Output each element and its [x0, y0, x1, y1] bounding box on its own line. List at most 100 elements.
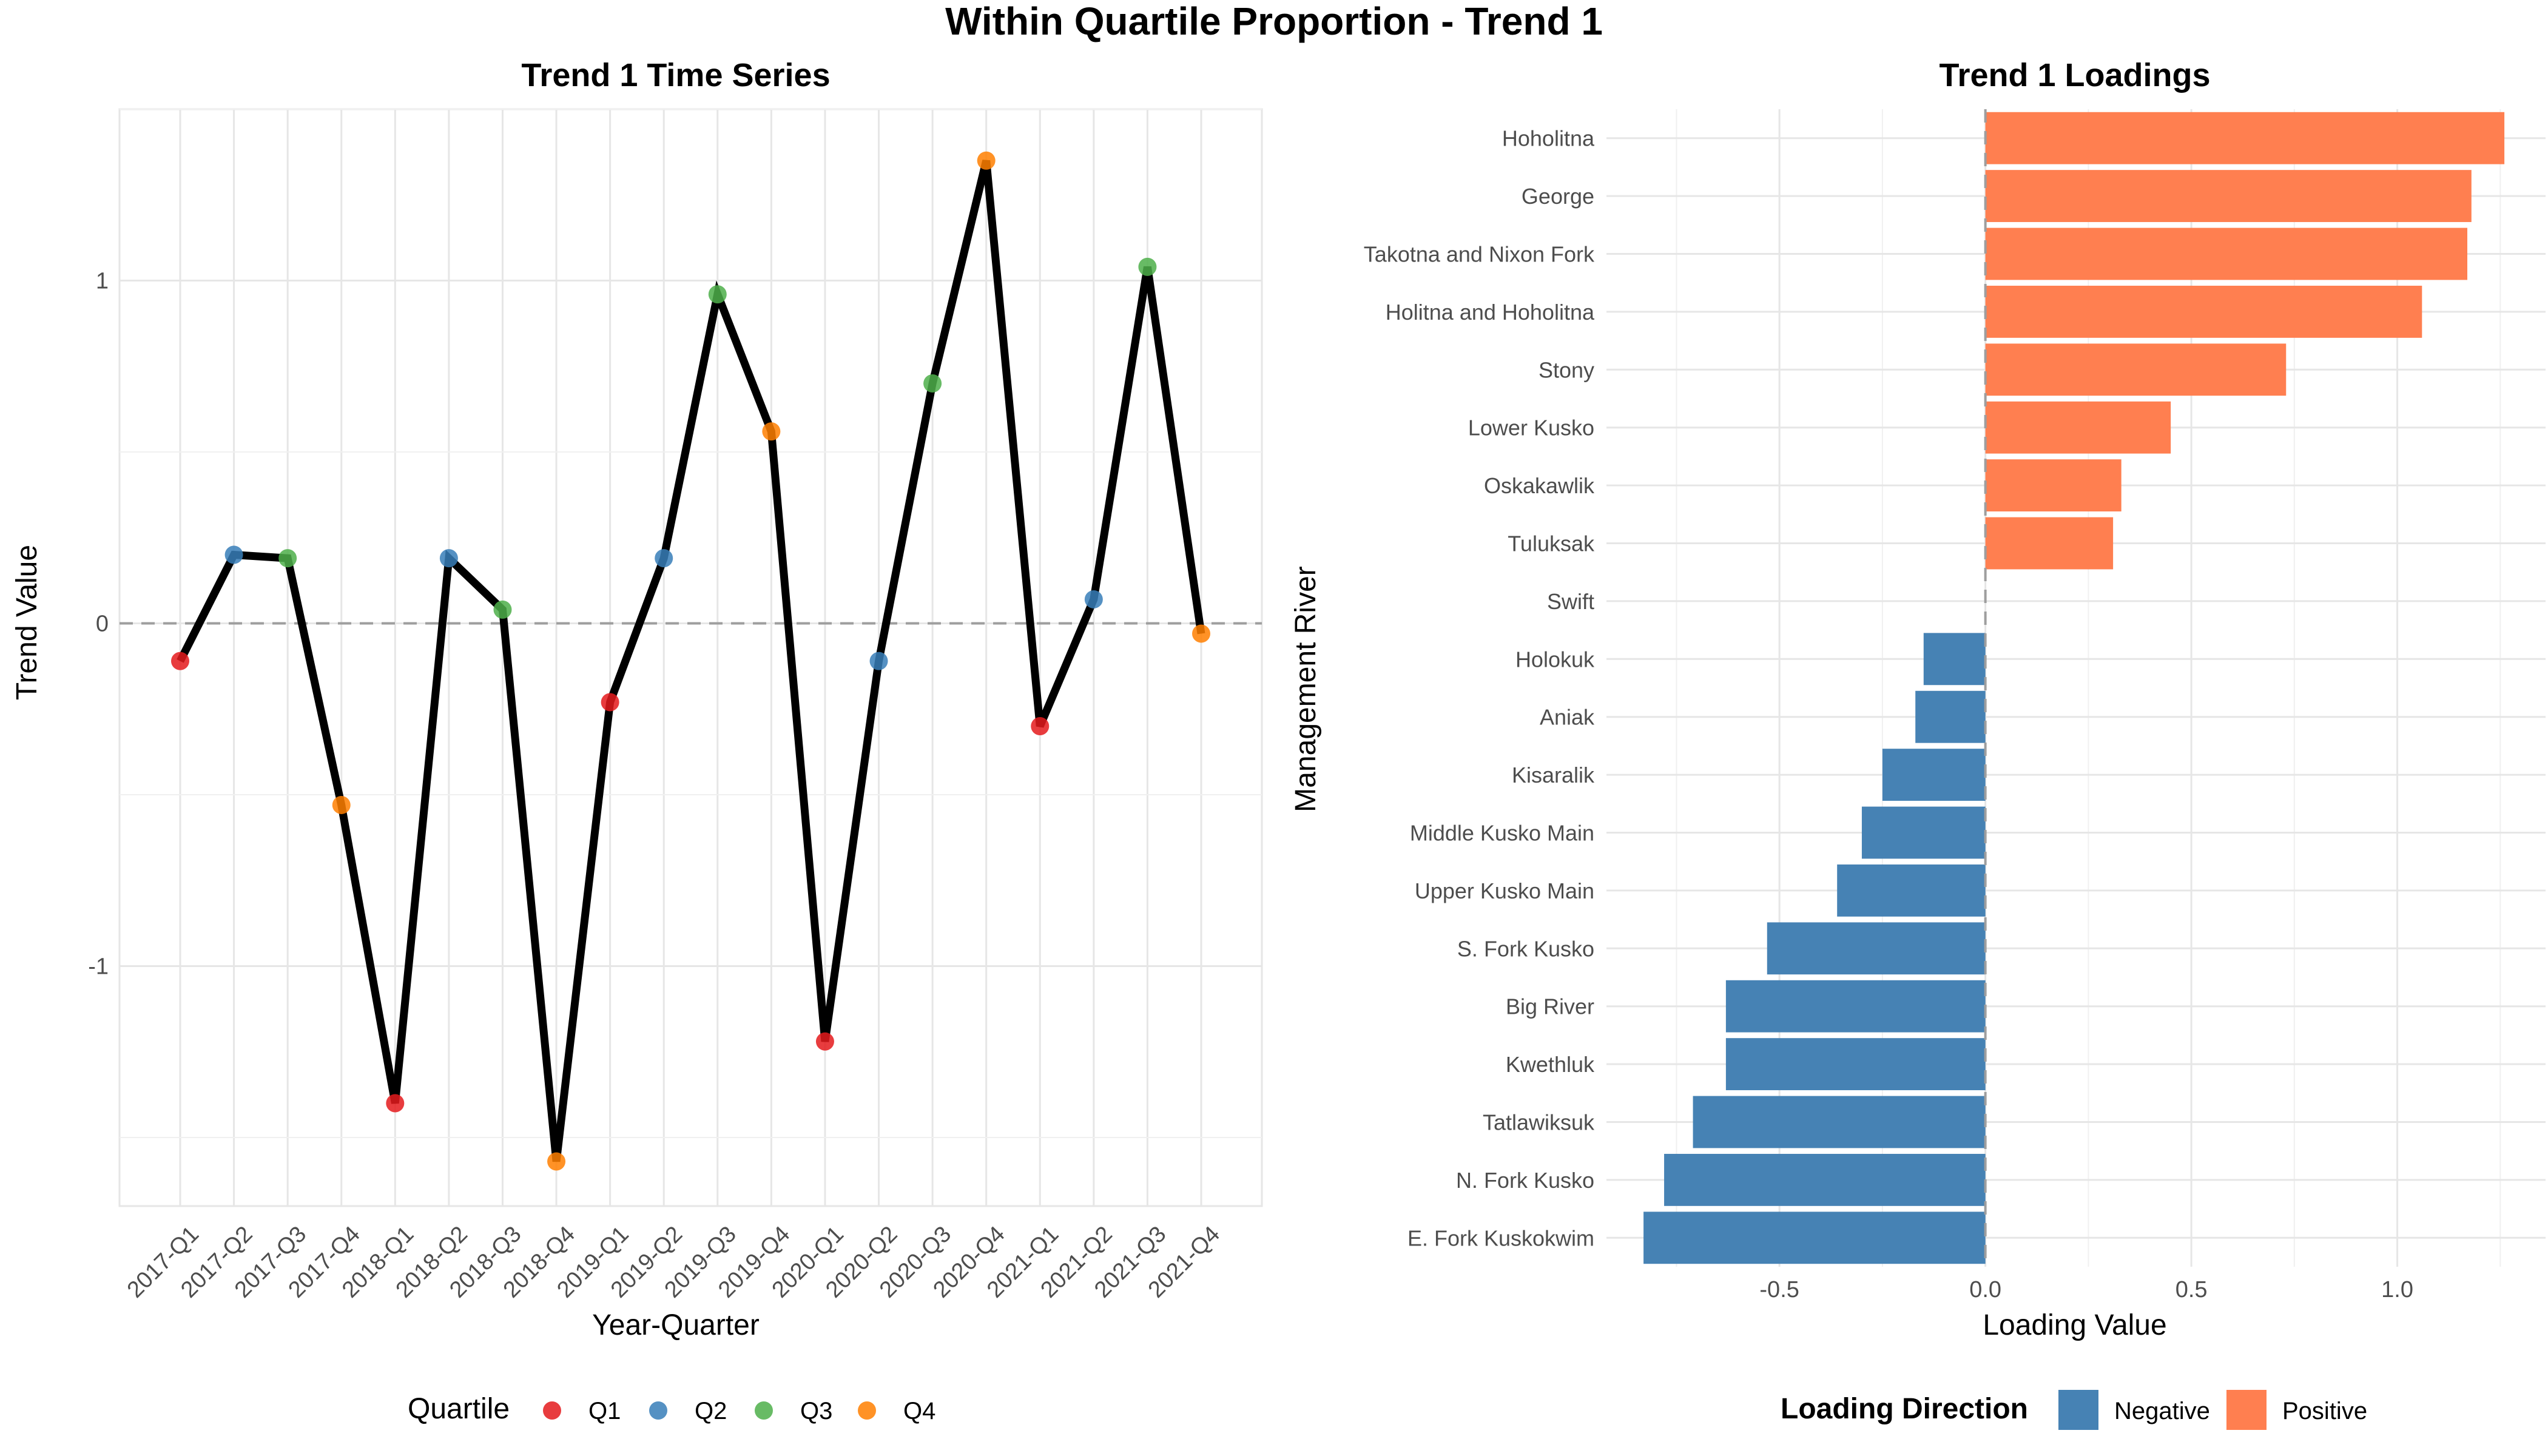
data-point-2018-q1-q1 [386, 1094, 405, 1113]
trend-line [177, 160, 1205, 1162]
data-point-2020-q4-q4 [977, 151, 996, 170]
bar-aniak [1915, 690, 1986, 743]
y-tick-label: E. Fork Kuskokwim [1407, 1225, 1594, 1250]
bar-holokuk [1923, 633, 1986, 686]
data-point-2017-q1-q1 [171, 652, 189, 670]
legend-label-positive: Positive [2282, 1398, 2367, 1424]
legend-label-q2: Q2 [695, 1398, 727, 1424]
data-point-2021-q3-q3 [1138, 257, 1157, 276]
bar-kisaralik [1882, 749, 1986, 801]
y-tick-label: Upper Kusko Main [1415, 878, 1594, 903]
loadings-chart: Trend 1 Loadings Hoholitna George Takotna … [1290, 57, 2546, 1430]
bar-upper-kusko-main [1837, 864, 1986, 917]
bar-tuluksak [1985, 517, 2114, 570]
legend-key-q4 [858, 1401, 876, 1420]
loadings-title: Trend 1 Loadings [1939, 57, 2210, 93]
y-tick-label: S. Fork Kusko [1457, 936, 1594, 961]
legend-label-q4: Q4 [903, 1398, 935, 1424]
time-series-x-ticks: 2017-Q12017-Q22017-Q32017-Q42018-Q12018-… [123, 1221, 1225, 1303]
loading-direction-legend: Loading Direction Negative Positive [1781, 1390, 2367, 1430]
time-series-points [171, 151, 1210, 1171]
bar-oskakawlik [1985, 459, 2122, 512]
time-series-x-axis-label: Year-Quarter [592, 1309, 760, 1341]
bar-stony [1985, 343, 2287, 396]
y-tick-label: Kisaralik [1512, 763, 1595, 787]
bar-s-fork-kusko [1767, 922, 1986, 975]
y-tick-label: Holitna and Hoholitna [1386, 300, 1595, 325]
legend-key-q1 [543, 1401, 561, 1420]
legend-key-negative [2058, 1390, 2098, 1430]
data-point-2017-q4-q4 [332, 795, 351, 814]
time-series-y-axis-label: Trend Value [11, 545, 43, 700]
y-tick-label: Aniak [1540, 705, 1595, 730]
y-tick-label: Kwethluk [1506, 1052, 1595, 1077]
bar-lower-kusko [1985, 401, 2171, 454]
bar-hoholitna [1985, 112, 2505, 164]
legend-label-negative: Negative [2114, 1398, 2210, 1424]
bar-middle-kusko-main [1861, 806, 1986, 859]
data-point-2019-q3-q3 [708, 285, 727, 304]
y-tick-label: Holokuk [1515, 647, 1595, 672]
quartile-legend-title: Quartile [408, 1393, 510, 1425]
data-point-2021-q4-q4 [1192, 624, 1210, 643]
data-point-2019-q1-q1 [601, 693, 619, 712]
data-point-2020-q1-q1 [815, 1032, 834, 1051]
loadings-x-ticks: -0.5 0.0 0.5 1.0 [1759, 1277, 2413, 1303]
time-series-chart: Trend 1 Time Series -1 0 1 2017-Q12017-Q22… [11, 57, 1263, 1425]
y-tick-label: Stony [1539, 357, 1594, 382]
y-tick-label: Oskakawlik [1484, 473, 1595, 498]
y-tick-label: Swift [1547, 589, 1594, 614]
bar-holitna-and-hoholitna [1985, 285, 2422, 338]
bar-n-fork-kusko [1664, 1153, 1986, 1206]
figure-title: Within Quartile Proportion - Trend 1 [945, 0, 1603, 43]
y-tick-label: N. Fork Kusko [1456, 1168, 1594, 1193]
y-tick-label: 1 [96, 269, 109, 294]
y-tick-label: George [1522, 184, 1594, 209]
data-point-2019-q2-q2 [655, 549, 673, 568]
data-point-2018-q3-q3 [493, 600, 512, 619]
quartile-legend: Quartile Q1 Q2 Q3 Q4 [408, 1393, 935, 1425]
x-tick-label: -0.5 [1759, 1277, 1799, 1303]
loadings-x-axis-label: Loading Value [1983, 1309, 2166, 1341]
x-tick-label: 0.0 [1969, 1277, 2001, 1303]
x-tick-label: 0.5 [2176, 1277, 2208, 1303]
data-point-2018-q2-q2 [439, 549, 458, 568]
data-point-2017-q3-q3 [278, 549, 297, 568]
y-tick-label: Big River [1506, 994, 1594, 1019]
y-tick-label: 0 [96, 612, 109, 637]
loading-direction-legend-title: Loading Direction [1781, 1393, 2028, 1425]
y-tick-label: Hoholitna [1502, 126, 1595, 151]
data-point-2021-q2-q2 [1084, 590, 1103, 608]
data-point-2018-q4-q4 [547, 1152, 566, 1171]
data-point-2020-q3-q3 [923, 374, 942, 393]
y-tick-label: Tatlawiksuk [1483, 1110, 1595, 1135]
bar-tatlawiksuk [1693, 1096, 1986, 1148]
loadings-grid [1606, 109, 2546, 1267]
time-series-panel-border [118, 108, 1263, 1207]
legend-label-q3: Q3 [800, 1398, 832, 1424]
bar-big-river [1725, 980, 1986, 1033]
data-point-2017-q2-q2 [224, 545, 243, 564]
y-tick-label: -1 [88, 954, 109, 980]
loadings-y-ticks: Hoholitna George Takotna and Nixon Fork Hol… [1364, 126, 1595, 1251]
time-series-line [177, 160, 1205, 1162]
data-point-2021-q1-q1 [1031, 717, 1050, 735]
legend-key-q3 [755, 1401, 773, 1420]
y-tick-label: Takotna and Nixon Fork [1364, 242, 1595, 267]
x-tick-label: 1.0 [2381, 1277, 2413, 1303]
time-series-grid [118, 108, 1263, 1207]
y-tick-label: Lower Kusko [1468, 416, 1594, 440]
data-point-2020-q2-q2 [869, 652, 888, 670]
legend-label-q1: Q1 [588, 1398, 621, 1424]
bar-takotna-and-nixon-fork [1985, 228, 2467, 280]
loadings-y-axis-label: Management River [1290, 566, 1322, 812]
legend-key-positive [2226, 1390, 2267, 1430]
data-point-2019-q4-q4 [762, 422, 781, 441]
bar-kwethluk [1725, 1038, 1986, 1091]
y-tick-label: Middle Kusko Main [1410, 821, 1594, 846]
legend-key-q2 [649, 1401, 667, 1420]
time-series-title: Trend 1 Time Series [521, 57, 830, 93]
bar-george [1985, 170, 2472, 223]
y-tick-label: Tuluksak [1508, 531, 1595, 556]
